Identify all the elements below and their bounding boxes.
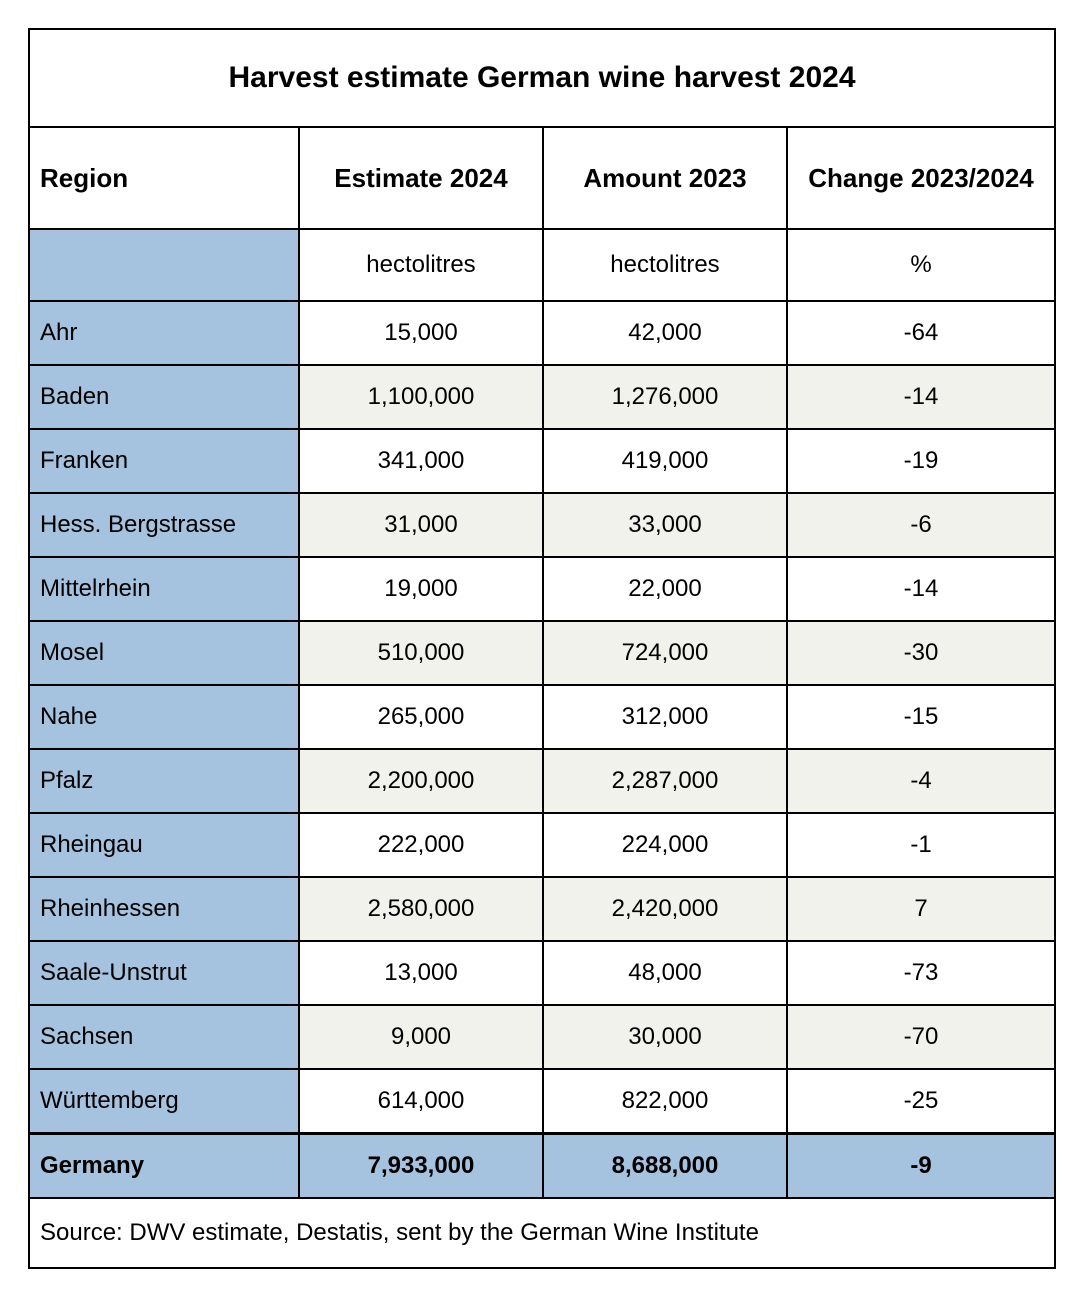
table-row: Baden1,100,0001,276,000-14 — [29, 365, 1055, 429]
cell-region: Pfalz — [29, 749, 299, 813]
header-row: Region Estimate 2024 Amount 2023 Change … — [29, 127, 1055, 229]
cell-amount: 33,000 — [543, 493, 787, 557]
cell-estimate: 31,000 — [299, 493, 543, 557]
cell-amount: 724,000 — [543, 621, 787, 685]
cell-amount: 22,000 — [543, 557, 787, 621]
cell-estimate: 9,000 — [299, 1005, 543, 1069]
total-row: Germany 7,933,000 8,688,000 -9 — [29, 1134, 1055, 1199]
cell-estimate: 2,200,000 — [299, 749, 543, 813]
cell-change: -70 — [787, 1005, 1055, 1069]
cell-region: Mittelrhein — [29, 557, 299, 621]
cell-region: Ahr — [29, 301, 299, 365]
cell-estimate: 1,100,000 — [299, 365, 543, 429]
cell-estimate: 265,000 — [299, 685, 543, 749]
cell-region: Rheingau — [29, 813, 299, 877]
cell-amount: 48,000 — [543, 941, 787, 1005]
cell-region: Baden — [29, 365, 299, 429]
cell-region: Rheinhessen — [29, 877, 299, 941]
cell-change: -6 — [787, 493, 1055, 557]
header-region: Region — [29, 127, 299, 229]
cell-estimate: 510,000 — [299, 621, 543, 685]
cell-region: Franken — [29, 429, 299, 493]
cell-region: Saale-Unstrut — [29, 941, 299, 1005]
total-amount: 8,688,000 — [543, 1134, 787, 1199]
cell-estimate: 13,000 — [299, 941, 543, 1005]
table-row: Hess. Bergstrasse31,00033,000-6 — [29, 493, 1055, 557]
cell-change: -64 — [787, 301, 1055, 365]
cell-amount: 1,276,000 — [543, 365, 787, 429]
data-body: Ahr15,00042,000-64Baden1,100,0001,276,00… — [29, 301, 1055, 1134]
table-row: Mosel510,000724,000-30 — [29, 621, 1055, 685]
cell-estimate: 222,000 — [299, 813, 543, 877]
cell-change: -4 — [787, 749, 1055, 813]
wine-harvest-table: Harvest estimate German wine harvest 202… — [28, 28, 1056, 1269]
cell-region: Nahe — [29, 685, 299, 749]
cell-estimate: 2,580,000 — [299, 877, 543, 941]
table-row: Pfalz2,200,0002,287,000-4 — [29, 749, 1055, 813]
cell-amount: 312,000 — [543, 685, 787, 749]
table-row: Rheingau222,000224,000-1 — [29, 813, 1055, 877]
unit-amount: hectolitres — [543, 229, 787, 301]
cell-change: -15 — [787, 685, 1055, 749]
table-row: Mittelrhein19,00022,000-14 — [29, 557, 1055, 621]
cell-amount: 224,000 — [543, 813, 787, 877]
header-change: Change 2023/2024 — [787, 127, 1055, 229]
cell-amount: 419,000 — [543, 429, 787, 493]
cell-amount: 30,000 — [543, 1005, 787, 1069]
total-estimate: 7,933,000 — [299, 1134, 543, 1199]
title-row: Harvest estimate German wine harvest 202… — [29, 29, 1055, 127]
cell-region: Hess. Bergstrasse — [29, 493, 299, 557]
table-row: Nahe265,000312,000-15 — [29, 685, 1055, 749]
cell-estimate: 19,000 — [299, 557, 543, 621]
total-change: -9 — [787, 1134, 1055, 1199]
table-row: Ahr15,00042,000-64 — [29, 301, 1055, 365]
cell-region: Mosel — [29, 621, 299, 685]
cell-amount: 822,000 — [543, 1069, 787, 1134]
source-row: Source: DWV estimate, Destatis, sent by … — [29, 1198, 1055, 1268]
table-row: Rheinhessen2,580,0002,420,0007 — [29, 877, 1055, 941]
table-title: Harvest estimate German wine harvest 202… — [29, 29, 1055, 127]
cell-change: -14 — [787, 365, 1055, 429]
cell-amount: 42,000 — [543, 301, 787, 365]
cell-change: 7 — [787, 877, 1055, 941]
cell-region: Sachsen — [29, 1005, 299, 1069]
table-row: Franken341,000419,000-19 — [29, 429, 1055, 493]
table-row: Württemberg614,000822,000-25 — [29, 1069, 1055, 1134]
cell-estimate: 341,000 — [299, 429, 543, 493]
table-row: Saale-Unstrut13,00048,000-73 — [29, 941, 1055, 1005]
header-estimate: Estimate 2024 — [299, 127, 543, 229]
unit-change: % — [787, 229, 1055, 301]
units-row: hectolitres hectolitres % — [29, 229, 1055, 301]
unit-estimate: hectolitres — [299, 229, 543, 301]
cell-change: -73 — [787, 941, 1055, 1005]
cell-change: -25 — [787, 1069, 1055, 1134]
unit-region — [29, 229, 299, 301]
header-amount: Amount 2023 — [543, 127, 787, 229]
table-row: Sachsen9,00030,000-70 — [29, 1005, 1055, 1069]
total-region: Germany — [29, 1134, 299, 1199]
cell-change: -19 — [787, 429, 1055, 493]
cell-change: -30 — [787, 621, 1055, 685]
cell-estimate: 15,000 — [299, 301, 543, 365]
source-text: Source: DWV estimate, Destatis, sent by … — [29, 1198, 1055, 1268]
cell-amount: 2,287,000 — [543, 749, 787, 813]
cell-change: -14 — [787, 557, 1055, 621]
cell-change: -1 — [787, 813, 1055, 877]
cell-region: Württemberg — [29, 1069, 299, 1134]
cell-estimate: 614,000 — [299, 1069, 543, 1134]
cell-amount: 2,420,000 — [543, 877, 787, 941]
